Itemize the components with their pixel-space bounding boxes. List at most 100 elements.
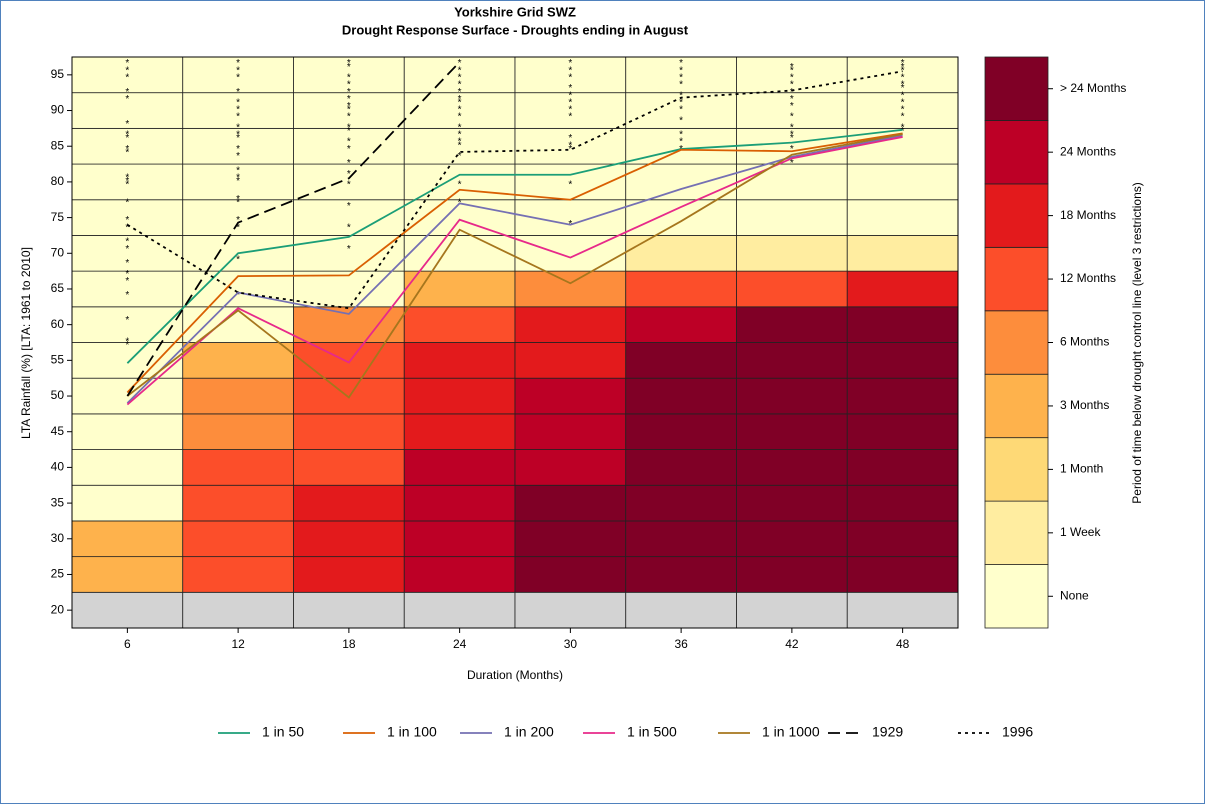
heat-cell <box>293 520 405 558</box>
heat-cell <box>293 413 405 450</box>
heat-cell <box>625 377 737 415</box>
heat-cell <box>846 591 959 629</box>
event-point: * <box>901 126 905 137</box>
event-point: * <box>347 137 351 148</box>
heat-cell <box>71 520 184 558</box>
series-line <box>126 134 903 404</box>
event-point: * <box>236 151 240 162</box>
event-point: * <box>568 72 572 83</box>
event-point: * <box>679 65 683 76</box>
event-point: * <box>125 290 129 301</box>
colorbar-swatch <box>984 56 1049 121</box>
y-tick-label: 65 <box>51 281 65 295</box>
heat-cell <box>846 92 959 129</box>
event-point: * <box>901 83 905 94</box>
heat-cell <box>514 270 627 308</box>
heat-cell <box>736 449 848 486</box>
heat-cell <box>403 56 516 94</box>
event-point: * <box>125 222 129 233</box>
series-line <box>126 70 903 310</box>
event-point: * <box>568 112 572 123</box>
event-point: * <box>236 144 240 155</box>
heat-cell <box>182 92 294 129</box>
y-tick-label: 75 <box>51 210 65 224</box>
event-point: * <box>347 180 351 191</box>
event-point: * <box>125 340 129 351</box>
heat-cell <box>403 342 516 379</box>
heat-cell <box>625 413 737 450</box>
heat-cell <box>71 591 184 629</box>
heat-cell <box>846 342 959 379</box>
heat-cell <box>182 377 294 415</box>
heat-cell <box>71 449 184 486</box>
event-point: * <box>458 72 462 83</box>
heat-cell <box>736 556 848 593</box>
event-point: * <box>790 80 794 91</box>
heat-cell <box>182 520 294 558</box>
event-point: * <box>568 97 572 108</box>
event-point: * <box>901 97 905 108</box>
heat-cell <box>182 56 294 94</box>
heat-cell <box>514 377 627 415</box>
heat-cell <box>736 520 848 558</box>
event-point: * <box>458 180 462 191</box>
event-point: * <box>790 130 794 141</box>
heat-cell <box>846 306 959 343</box>
y-axis-title: LTA Rainfall (%) [LTA: 1961 to 2010] <box>19 247 33 439</box>
event-point: * <box>679 105 683 116</box>
heat-cell <box>403 484 516 522</box>
heat-cell <box>514 342 627 379</box>
heat-cell <box>625 270 737 308</box>
event-point: * <box>347 72 351 83</box>
event-point: * <box>458 80 462 91</box>
heat-cell <box>514 413 627 450</box>
event-point: * <box>236 215 240 226</box>
event-point: * <box>901 72 905 83</box>
x-tick-label: 18 <box>342 637 356 651</box>
heat-cell <box>71 199 184 236</box>
event-point: * <box>790 72 794 83</box>
heat-cell <box>625 235 737 272</box>
heat-cell <box>403 413 516 450</box>
event-point: * <box>458 97 462 108</box>
event-point: * <box>236 222 240 233</box>
colorbar-title: Period of time below drought control lin… <box>1130 182 1144 503</box>
heat-cell <box>182 591 294 629</box>
heat-cell <box>514 163 627 201</box>
chart-subtitle: Drought Response Surface - Droughts endi… <box>342 22 689 37</box>
y-tick-label: 45 <box>51 424 65 438</box>
y-tick-label: 35 <box>51 495 65 509</box>
event-point: * <box>125 197 129 208</box>
event-point: * <box>679 97 683 108</box>
y-tick-label: 80 <box>51 174 65 188</box>
x-tick-label: 24 <box>453 637 467 651</box>
heat-cell <box>182 413 294 450</box>
event-point: * <box>790 122 794 133</box>
colorbar-label: 1 Week <box>1060 525 1101 539</box>
heat-cell <box>182 306 294 343</box>
y-tick-label: 85 <box>51 138 65 152</box>
heat-cell <box>846 413 959 450</box>
heat-cell <box>514 127 627 165</box>
heat-cell <box>846 199 959 236</box>
x-tick-label: 30 <box>564 637 578 651</box>
colorbar-swatch <box>984 373 1049 439</box>
event-point: * <box>347 169 351 180</box>
legend-label: 1929 <box>872 724 903 740</box>
heat-cell <box>403 591 516 629</box>
event-point: * <box>347 122 351 133</box>
series-line <box>126 128 903 364</box>
heat-cell <box>625 342 737 379</box>
event-point: * <box>347 244 351 255</box>
heat-cell <box>182 127 294 165</box>
heat-cell <box>71 306 184 343</box>
colorbar-swatch <box>984 120 1049 185</box>
heat-cell <box>514 520 627 558</box>
event-point: * <box>679 58 683 69</box>
event-point: * <box>347 87 351 98</box>
event-point: * <box>236 58 240 69</box>
y-tick-label: 55 <box>51 353 65 367</box>
series-line <box>126 133 903 399</box>
event-point: * <box>679 90 683 101</box>
